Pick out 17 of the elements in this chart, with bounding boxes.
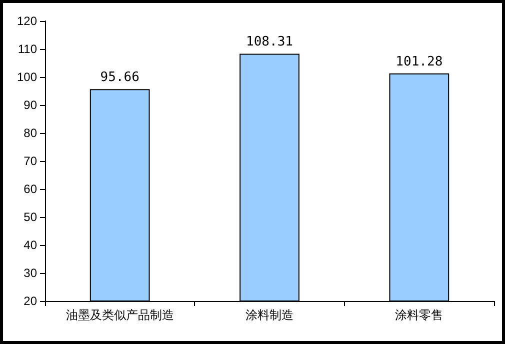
y-tick-label: 100: [16, 70, 38, 84]
y-tick-label: 50: [24, 210, 38, 224]
y-tick-label: 30: [24, 266, 38, 280]
y-tick-label: 20: [24, 294, 38, 308]
x-tick-label: 油墨及类似产品制造: [66, 308, 174, 322]
y-tick-label: 110: [18, 42, 38, 56]
y-tick-label: 60: [24, 182, 38, 196]
y-tick-label: 70: [24, 154, 38, 168]
y-tick-label: 40: [24, 238, 38, 252]
data-label: 101.28: [396, 54, 443, 70]
data-label: 108.31: [246, 34, 293, 50]
y-tick-label: 90: [24, 98, 38, 112]
x-tick-label: 涂料制造: [246, 308, 294, 322]
data-label: 95.66: [100, 70, 140, 86]
y-tick-label: 80: [24, 126, 38, 140]
y-tick-label: 120: [16, 14, 38, 28]
x-tick-label: 涂料零售: [395, 308, 444, 322]
